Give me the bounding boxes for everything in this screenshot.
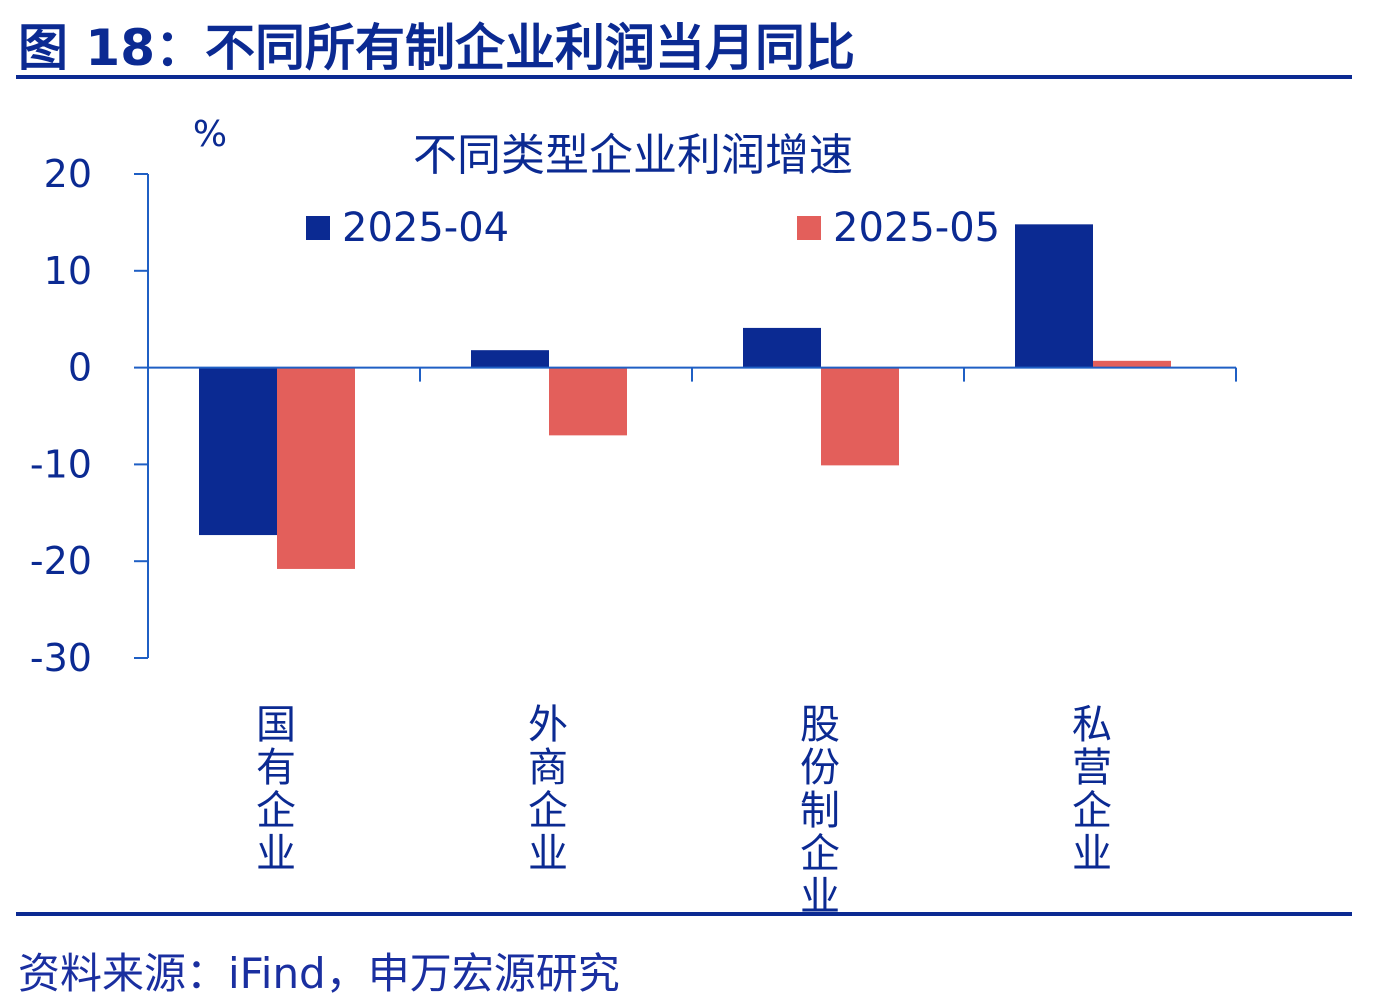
bar-2-3 — [821, 367, 899, 466]
legend-swatch — [797, 216, 821, 240]
bar-1-3 — [743, 327, 821, 368]
source-note: 资料来源：iFind，申万宏源研究 — [18, 949, 620, 998]
legend: 2025-04 2025-05 — [306, 205, 1000, 251]
y-tick-label: 0 — [68, 346, 92, 390]
category-label: 外商企业 — [528, 702, 568, 877]
legend-label: 2025-04 — [342, 205, 509, 251]
bars — [199, 224, 1171, 569]
y-tick-label: -20 — [30, 539, 92, 583]
y-tick-label: 20 — [44, 152, 92, 196]
bar-2-1 — [277, 367, 355, 569]
bar-1-1 — [199, 367, 277, 536]
y-tick-label: -30 — [30, 636, 92, 680]
y-axis-unit: % — [193, 114, 227, 155]
x-axis — [147, 366, 1237, 382]
category-labels: 国有企业 外商企业 股份制企业 私营企业 — [256, 702, 1112, 912]
category-label: 股份制企业 — [800, 702, 840, 912]
y-tick-label: 10 — [44, 249, 92, 293]
y-axis: 20 10 0 -10 -20 -30 — [30, 152, 149, 680]
bar-1-2 — [471, 350, 549, 368]
category-label: 国有企业 — [256, 702, 296, 877]
figure-title: 图 18：不同所有制企业利润当月同比 — [18, 19, 855, 77]
bar-2-4 — [1093, 360, 1171, 368]
legend-label: 2025-05 — [833, 205, 1000, 251]
top-divider — [16, 75, 1352, 79]
legend-swatch — [306, 216, 330, 240]
y-tick-label: -10 — [30, 442, 92, 486]
bar-2-2 — [549, 367, 627, 436]
chart-title: 不同类型企业利润增速 — [413, 130, 853, 181]
bar-1-4 — [1015, 224, 1093, 368]
bar-chart: 不同类型企业利润增速 % 2025-04 2025-05 20 10 0 -10 -20 -… — [30, 114, 1237, 912]
bottom-divider — [16, 912, 1352, 916]
category-label: 私营企业 — [1072, 702, 1112, 877]
